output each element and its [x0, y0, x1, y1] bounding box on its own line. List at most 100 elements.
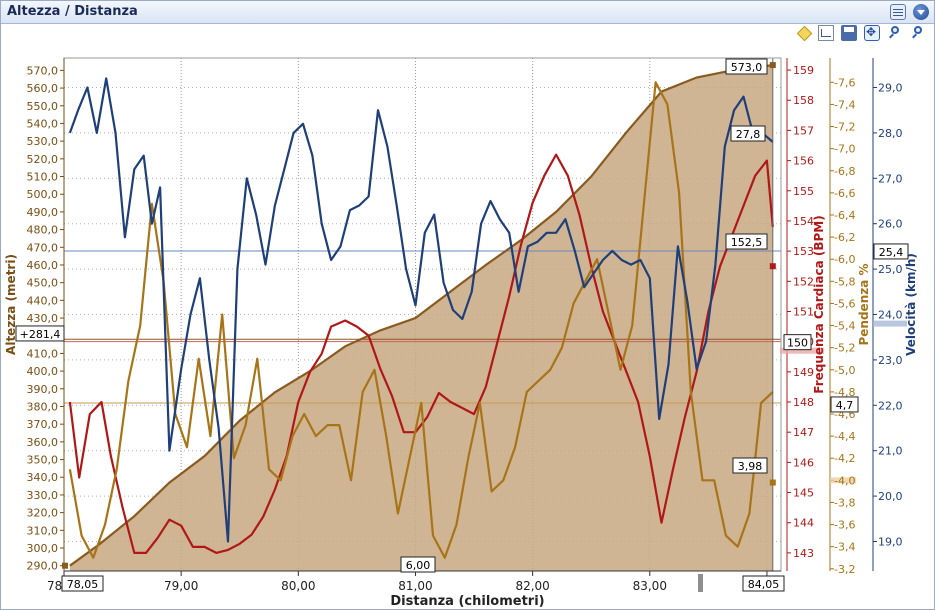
altitude-tick-label: 470,0	[27, 241, 59, 254]
slope-tick-label: -7,4	[834, 98, 855, 111]
altitude-tick-label: 440,0	[27, 294, 59, 307]
heart-rate-tick-label: 143	[793, 547, 814, 560]
speed-value-label: 27,8	[736, 128, 761, 141]
slope-tick-label: -6,2	[834, 231, 855, 244]
x-axis-title: Distanza (chilometri)	[390, 594, 544, 609]
slope-end-marker	[769, 479, 776, 486]
slope-axis-title: Pendenza %	[857, 263, 871, 345]
speed-tick-label: 27,0	[878, 172, 903, 185]
slope-tick-label: -3,8	[834, 496, 855, 509]
speed-tick-label: 26,0	[878, 218, 903, 231]
altitude-tick-label: 390,0	[27, 383, 59, 396]
heart-rate-tick-label: 152	[793, 275, 814, 288]
x-tick-label: 78	[47, 579, 62, 593]
heart-rate-tick-label: 147	[793, 426, 814, 439]
altitude-tick-label: 370,0	[27, 418, 59, 431]
distance-span-label: 6,00	[406, 559, 431, 572]
altitude-tick-label: 400,0	[27, 365, 59, 378]
save-icon[interactable]	[841, 25, 857, 41]
slope-value-label-box	[732, 457, 768, 474]
slope-ref-label-box	[830, 396, 859, 413]
altitude-end-marker	[769, 62, 776, 69]
altitude-tick-label: 300,0	[27, 542, 59, 555]
altitude-tick-label: 560,0	[27, 82, 59, 95]
window-title: Altezza / Distanza	[7, 4, 138, 19]
altitude-area-fill	[69, 65, 773, 571]
end-distance-label-box	[742, 575, 785, 592]
move-icon[interactable]	[864, 25, 880, 41]
chart-icon[interactable]	[818, 25, 834, 41]
heart-rate-axis-title: Frequenza Cardiaca (BPM)	[812, 215, 826, 393]
heart-rate-tick-label: 159	[793, 64, 814, 77]
zoom-in-icon[interactable]	[910, 25, 926, 41]
altitude-series-line	[69, 64, 773, 567]
slope-highlight	[830, 477, 856, 484]
slope-tick-label: -6,6	[834, 187, 855, 200]
x-scroll-marker	[698, 574, 703, 592]
slope-tick-label: -5,2	[834, 342, 855, 355]
altitude-tick-label: 410,0	[27, 347, 59, 360]
heart-rate-tick-label: 154	[793, 215, 814, 228]
slope-tick-label: -3,4	[834, 541, 855, 554]
altitude-tick-label: 430,0	[27, 312, 59, 325]
slope-tick-label: -7,6	[834, 76, 855, 89]
slope-tick-label: -7,0	[834, 143, 855, 156]
slope-tick-label: -5,4	[834, 320, 855, 333]
altitude-tick-label: 460,0	[27, 259, 59, 272]
slope-tick-label: -7,2	[834, 121, 855, 134]
x-tick-label: 83,00	[633, 579, 667, 593]
heart-rate-value-label-box	[725, 233, 768, 250]
heart-rate-tick-label: 155	[793, 185, 814, 198]
slope-tick-label: -3,6	[834, 519, 855, 532]
slope-tick-label: -6,8	[834, 165, 855, 178]
heart-rate-ref-label-box	[783, 334, 812, 351]
altitude-tick-label: 490,0	[27, 206, 59, 219]
heart-rate-tick-label: 153	[793, 245, 814, 258]
heart-rate-tick-label: 145	[793, 487, 814, 500]
altitude-tick-label: 510,0	[27, 171, 59, 184]
slope-tick-label: -4,2	[834, 452, 855, 465]
slope-ref-label: 4,7	[836, 399, 854, 412]
speed-ref-label: 25,4	[879, 246, 904, 259]
heart-rate-tick-label: 149	[793, 366, 814, 379]
altitude-tick-label: 290,0	[27, 560, 59, 573]
altitude-tick-label: 540,0	[27, 117, 59, 130]
altitude-ref-label: +281,4	[20, 328, 61, 341]
speed-tick-label: 25,0	[878, 263, 903, 276]
altitude-tick-label: 520,0	[27, 153, 59, 166]
altitude-value-label-box	[725, 58, 768, 75]
altitude-tick-label: 310,0	[27, 524, 59, 537]
slope-tick-label: -3,2	[834, 563, 855, 576]
speed-tick-label: 20,0	[878, 490, 903, 503]
speed-tick-label: 29,0	[878, 82, 903, 95]
speed-series-line	[68, 77, 774, 543]
start-distance-label: 78,05	[67, 578, 99, 591]
x-tick-label: 79,00	[164, 579, 198, 593]
heart-rate-tick-label: 158	[793, 94, 814, 107]
altitude-start-marker	[62, 562, 68, 569]
menu-dropdown-icon[interactable]	[913, 4, 929, 20]
speed-tick-label: 21,0	[878, 445, 903, 458]
altitude-tick-label: 480,0	[27, 224, 59, 237]
x-tick-label: 81,00	[398, 579, 432, 593]
x-tick-label: 82,00	[515, 579, 549, 593]
slope-tick-label: -6,4	[834, 209, 855, 222]
altitude-tick-label: 530,0	[27, 135, 59, 148]
altitude-ref-label-box	[15, 325, 65, 342]
layout-icon[interactable]	[890, 4, 906, 20]
end-distance-label: 84,05	[748, 578, 780, 591]
altitude-axis-title: Altezza (metri)	[4, 254, 18, 355]
window-titlebar: Altezza / Distanza	[1, 1, 934, 24]
altitude-tick-label: 570,0	[27, 64, 59, 77]
slope-tick-label: -4,8	[834, 386, 855, 399]
zoom-out-icon[interactable]	[887, 25, 903, 41]
heart_rate-series-line	[68, 153, 774, 554]
slope-tick-label: -6,0	[834, 253, 855, 266]
altitude-tick-label: 350,0	[27, 454, 59, 467]
altitude-value-label: 573,0	[731, 61, 763, 74]
slope-tick-label: -5,6	[834, 297, 855, 310]
altitude-tick-label: 450,0	[27, 277, 59, 290]
speed-tick-label: 19,0	[878, 535, 903, 548]
